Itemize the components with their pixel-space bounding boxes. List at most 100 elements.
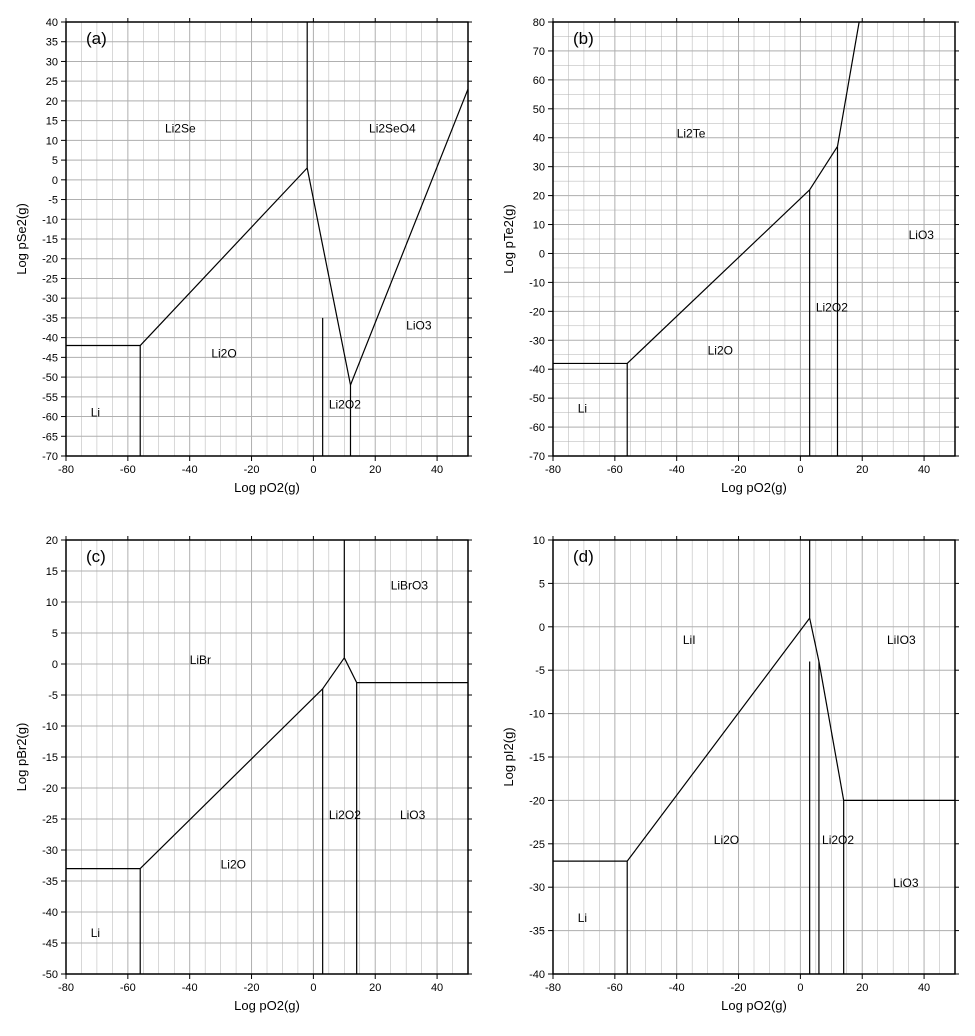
y-tick-label: 30 [532,162,544,174]
region-label: LiO3 [406,319,432,333]
x-tick-label: 20 [369,982,381,994]
x-tick-label: -60 [120,982,136,994]
phase-diagram-a: -80-60-40-2002040-70-65-60-55-50-45-40-3… [10,10,478,498]
y-tick-label: 0 [52,659,58,671]
x-tick-label: -80 [58,464,74,476]
region-label: LiO3 [893,876,919,890]
y-tick-label: -30 [529,882,545,894]
y-tick-label: -40 [42,907,58,919]
y-tick-label: 60 [532,75,544,87]
x-tick-label: 40 [917,982,929,994]
y-tick-label: -35 [42,876,58,888]
region-label: Li2O2 [815,300,847,314]
y-tick-label: -35 [529,926,545,938]
y-tick-label: -55 [42,392,58,404]
y-tick-label: -15 [42,752,58,764]
x-tick-label: 20 [369,464,381,476]
y-tick-label: -50 [42,969,58,981]
region-label: Li2O [707,344,732,358]
region-label: Li2O [221,858,246,872]
region-label: Li2O2 [822,833,854,847]
x-axis-label: Log pO2(g) [721,998,787,1013]
y-tick-label: 50 [532,104,544,116]
x-tick-label: 40 [431,982,443,994]
y-tick-label: 15 [46,116,58,128]
y-tick-label: 80 [532,17,544,29]
y-tick-label: 20 [532,191,544,203]
y-axis-label: Log pBr2(g) [14,723,29,792]
region-label: LiIO3 [886,633,915,647]
y-tick-label: -45 [42,352,58,364]
y-tick-label: -30 [42,845,58,857]
panel-label: (c) [86,547,106,566]
y-tick-label: -10 [42,214,58,226]
panel-label: (a) [86,29,107,48]
x-tick-label: -40 [182,464,198,476]
y-tick-label: 20 [46,535,58,547]
y-tick-label: 35 [46,37,58,49]
x-axis-label: Log pO2(g) [234,480,300,495]
y-tick-label: 0 [538,248,544,260]
x-axis-label: Log pO2(g) [721,480,787,495]
x-tick-label: -60 [120,464,136,476]
x-tick-label: -60 [606,464,622,476]
x-tick-label: -60 [606,982,622,994]
y-tick-label: -10 [529,709,545,721]
y-axis-label: Log pTe2(g) [501,204,516,273]
region-label: Li2O2 [329,808,361,822]
x-tick-label: 0 [310,464,316,476]
x-axis-label: Log pO2(g) [234,998,300,1013]
y-tick-label: 0 [52,175,58,187]
y-tick-label: -45 [42,938,58,950]
panel-label: (d) [573,547,594,566]
x-tick-label: -20 [244,982,260,994]
region-label: LiI [682,633,695,647]
y-tick-label: -40 [529,969,545,981]
phase-diagram-d: -80-60-40-2002040-40-35-30-25-20-15-10-5… [497,528,965,1016]
y-tick-label: -40 [42,333,58,345]
panel-label: (b) [573,29,594,48]
x-tick-label: 20 [856,464,868,476]
x-tick-label: -40 [182,982,198,994]
region-label: Li2O [713,833,738,847]
x-tick-label: 40 [917,464,929,476]
phase-diagram-grid: -80-60-40-2002040-70-65-60-55-50-45-40-3… [10,10,965,1016]
phase-diagram-c: -80-60-40-2002040-50-45-40-35-30-25-20-1… [10,528,478,1016]
y-axis-label: Log pI2(g) [501,727,516,786]
y-tick-label: -10 [42,721,58,733]
y-tick-label: 10 [46,135,58,147]
x-tick-label: 40 [431,464,443,476]
y-tick-label: -30 [529,335,545,347]
y-tick-label: -15 [42,234,58,246]
y-tick-label: 0 [538,622,544,634]
y-tick-label: 25 [46,76,58,88]
y-tick-label: -50 [529,393,545,405]
y-tick-label: 40 [532,133,544,145]
x-tick-label: -80 [58,982,74,994]
region-label: LiO3 [908,228,934,242]
y-tick-label: 40 [46,17,58,29]
panel-c: -80-60-40-2002040-50-45-40-35-30-25-20-1… [10,528,479,1016]
region-label: Li2Se [165,121,196,135]
x-tick-label: -20 [730,982,746,994]
region-label: Li [577,402,586,416]
panel-d: -80-60-40-2002040-40-35-30-25-20-15-10-5… [497,528,966,1016]
y-tick-label: -10 [529,277,545,289]
y-tick-label: -20 [529,795,545,807]
y-tick-label: 30 [46,56,58,68]
y-tick-label: -25 [42,273,58,285]
y-tick-label: -25 [42,814,58,826]
region-label: Li [91,406,100,420]
region-label: Li [577,911,586,925]
y-tick-label: 10 [46,597,58,609]
y-tick-label: -25 [529,839,545,851]
y-tick-label: -70 [42,451,58,463]
y-tick-label: 10 [532,535,544,547]
x-tick-label: 0 [310,982,316,994]
y-tick-label: -5 [535,665,545,677]
x-tick-label: -40 [668,464,684,476]
x-tick-label: -80 [545,464,561,476]
y-tick-label: 70 [532,46,544,58]
region-label: LiO3 [400,808,426,822]
x-tick-label: -20 [730,464,746,476]
